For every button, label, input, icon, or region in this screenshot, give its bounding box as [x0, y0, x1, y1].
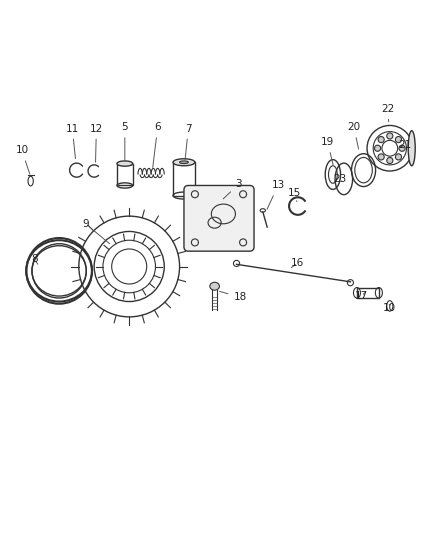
- Text: 18: 18: [219, 292, 247, 302]
- Text: 16: 16: [291, 258, 304, 268]
- Text: 13: 13: [267, 181, 285, 209]
- Bar: [173, 162, 195, 196]
- Ellipse shape: [180, 161, 188, 164]
- Bar: [117, 164, 133, 185]
- Text: 15: 15: [288, 188, 301, 201]
- Text: 5: 5: [121, 122, 128, 161]
- Text: 19: 19: [321, 137, 334, 165]
- Circle shape: [387, 133, 393, 139]
- Text: 22: 22: [381, 104, 394, 122]
- Text: 21: 21: [398, 140, 411, 150]
- Text: 7: 7: [185, 124, 192, 159]
- FancyBboxPatch shape: [184, 185, 254, 251]
- Circle shape: [378, 136, 384, 143]
- Bar: [357, 287, 379, 298]
- Circle shape: [378, 154, 384, 160]
- Text: 20: 20: [347, 122, 360, 149]
- Circle shape: [396, 136, 402, 143]
- Text: 10: 10: [15, 146, 30, 174]
- Text: 6: 6: [153, 122, 161, 167]
- Circle shape: [374, 145, 381, 151]
- Text: 11: 11: [66, 124, 79, 159]
- Text: 23: 23: [333, 174, 346, 184]
- Text: 12: 12: [90, 124, 103, 162]
- Text: 3: 3: [223, 179, 242, 199]
- Text: 10: 10: [383, 303, 396, 313]
- Text: 17: 17: [355, 291, 368, 301]
- Ellipse shape: [117, 161, 133, 166]
- Text: 8: 8: [31, 254, 38, 264]
- Circle shape: [396, 154, 402, 160]
- Ellipse shape: [210, 282, 219, 290]
- Ellipse shape: [408, 131, 415, 166]
- Circle shape: [387, 157, 393, 164]
- Ellipse shape: [173, 159, 195, 166]
- Circle shape: [399, 145, 405, 151]
- Text: 9: 9: [82, 219, 110, 244]
